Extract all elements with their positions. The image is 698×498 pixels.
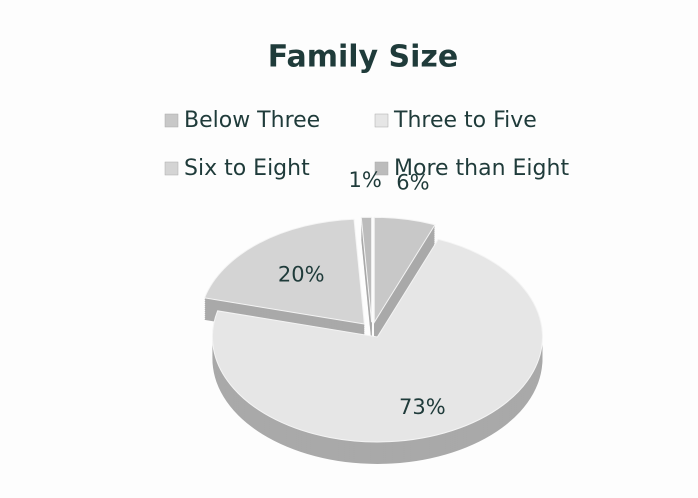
data-label: 1% [348, 168, 381, 192]
chart-title: Family Size [268, 40, 459, 75]
legend-swatch [164, 113, 179, 128]
legend-swatch [374, 113, 389, 128]
legend-swatch [374, 161, 389, 176]
legend-swatch [164, 161, 179, 176]
slice [203, 218, 365, 325]
slice [211, 238, 543, 443]
data-label: 20% [278, 262, 325, 286]
legend-label: Below Three [184, 108, 320, 133]
legend-label: More than Eight [394, 156, 569, 181]
legend-label: Three to Five [393, 108, 537, 133]
legend-label: Six to Eight [184, 156, 310, 181]
data-label: 6% [396, 170, 429, 194]
slice [373, 216, 436, 325]
data-label: 73% [399, 395, 446, 419]
slice [360, 216, 373, 323]
